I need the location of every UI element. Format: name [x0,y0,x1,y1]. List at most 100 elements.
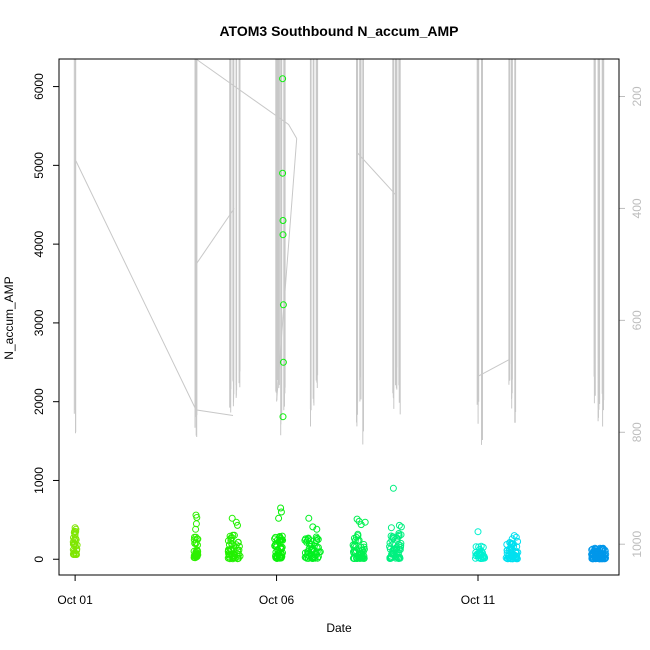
x-tick-label: Oct 01 [57,593,93,607]
data-point [191,533,198,541]
data-point [588,555,596,562]
y-tick-label: 6000 [32,73,46,100]
y-tick-label: 1000 [32,467,46,494]
y2-tick-label: 400 [630,198,644,218]
gray-line-segment [356,152,396,195]
data-point [279,169,287,177]
data-point [395,521,403,529]
x-tick-label: Oct 06 [259,593,295,607]
data-point [230,545,238,553]
gray-line-segment [195,58,298,139]
gray-line-segment [195,208,235,265]
data-point [396,546,404,554]
data-point [307,540,315,548]
data-point [395,531,403,539]
data-point [227,537,235,544]
gray-line-segment [75,160,234,416]
data-point [503,541,511,548]
axes: Oct 01 Oct 06 Oct 11 0 1000 2000 3000 4000 5000 6… [32,73,644,607]
y-tick-label: 3000 [32,309,46,336]
data-point [193,546,201,554]
data-point [234,538,242,546]
data-point [234,521,241,529]
data-point [275,553,283,561]
data-point [513,543,521,551]
data-point [313,537,320,545]
y-tick-label: 2000 [32,388,46,415]
data-point [279,301,287,309]
data-point [275,514,283,522]
gray-line-spikes [73,59,605,445]
data-point [279,413,287,421]
data-point [225,547,232,555]
data-point [357,551,365,559]
data-point [397,523,405,531]
data-point [277,504,285,512]
data-point [70,529,78,536]
data-point [303,537,311,545]
data-point [389,534,397,542]
data-point [593,547,601,555]
data-point [314,535,322,543]
data-point [305,552,313,560]
data-point [475,543,483,551]
data-point [479,553,487,561]
data-point [353,515,361,523]
data-point [231,554,239,562]
data-point [303,551,311,559]
data-point [477,550,485,558]
data-point [512,533,520,541]
data-point [473,550,481,558]
y2-tick-label: 1000 [630,531,644,558]
data-point [590,548,598,556]
data-point [278,536,286,543]
x-tick-label: Oct 11 [461,593,496,607]
data-point [276,554,284,562]
data-point [514,538,522,545]
data-point [271,542,279,550]
data-point [228,514,236,522]
data-point [472,552,480,560]
data-point [357,554,365,561]
data-point [71,540,79,548]
data-point [279,231,287,239]
chart-title: ATOM3 Southbound N_accum_AMP [219,23,458,39]
data-point [72,550,80,558]
y2-tick-label: 200 [630,86,644,106]
data-point [596,555,603,563]
x-axis-label: Date [326,621,352,635]
data-point [277,508,285,516]
data-point [387,532,395,540]
data-point [279,217,287,224]
data-point [279,75,287,83]
data-point [279,358,287,366]
data-point [508,535,516,543]
data-point [313,525,321,533]
data-point [389,484,397,492]
gray-line-series [73,58,605,445]
y2-tick-label: 600 [630,310,644,330]
data-point [511,553,519,561]
data-point [301,553,309,561]
data-point [387,524,395,532]
data-point [305,514,313,522]
y2-tick-label: 800 [630,422,644,442]
data-point [350,549,358,557]
data-point [393,551,401,558]
data-point [226,546,234,554]
data-point [192,550,200,558]
y-axis-label: N_accum_AMP [2,276,16,359]
data-point [598,555,606,563]
data-point [505,552,513,560]
data-point [192,520,200,528]
data-point [360,541,368,548]
data-point [226,532,234,540]
data-point [304,548,312,556]
y-tick-label: 5000 [32,152,46,179]
scatter-series [69,75,610,563]
data-point [357,521,365,529]
data-point [301,536,309,544]
gray-line-segment [276,138,298,402]
data-point [310,553,318,560]
